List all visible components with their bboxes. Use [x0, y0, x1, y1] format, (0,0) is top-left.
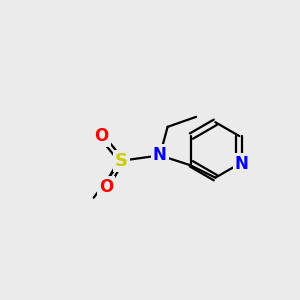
Text: N: N — [235, 155, 249, 173]
Text: N: N — [153, 146, 167, 164]
Text: O: O — [94, 127, 109, 145]
Text: O: O — [99, 178, 113, 196]
Text: S: S — [115, 152, 128, 170]
